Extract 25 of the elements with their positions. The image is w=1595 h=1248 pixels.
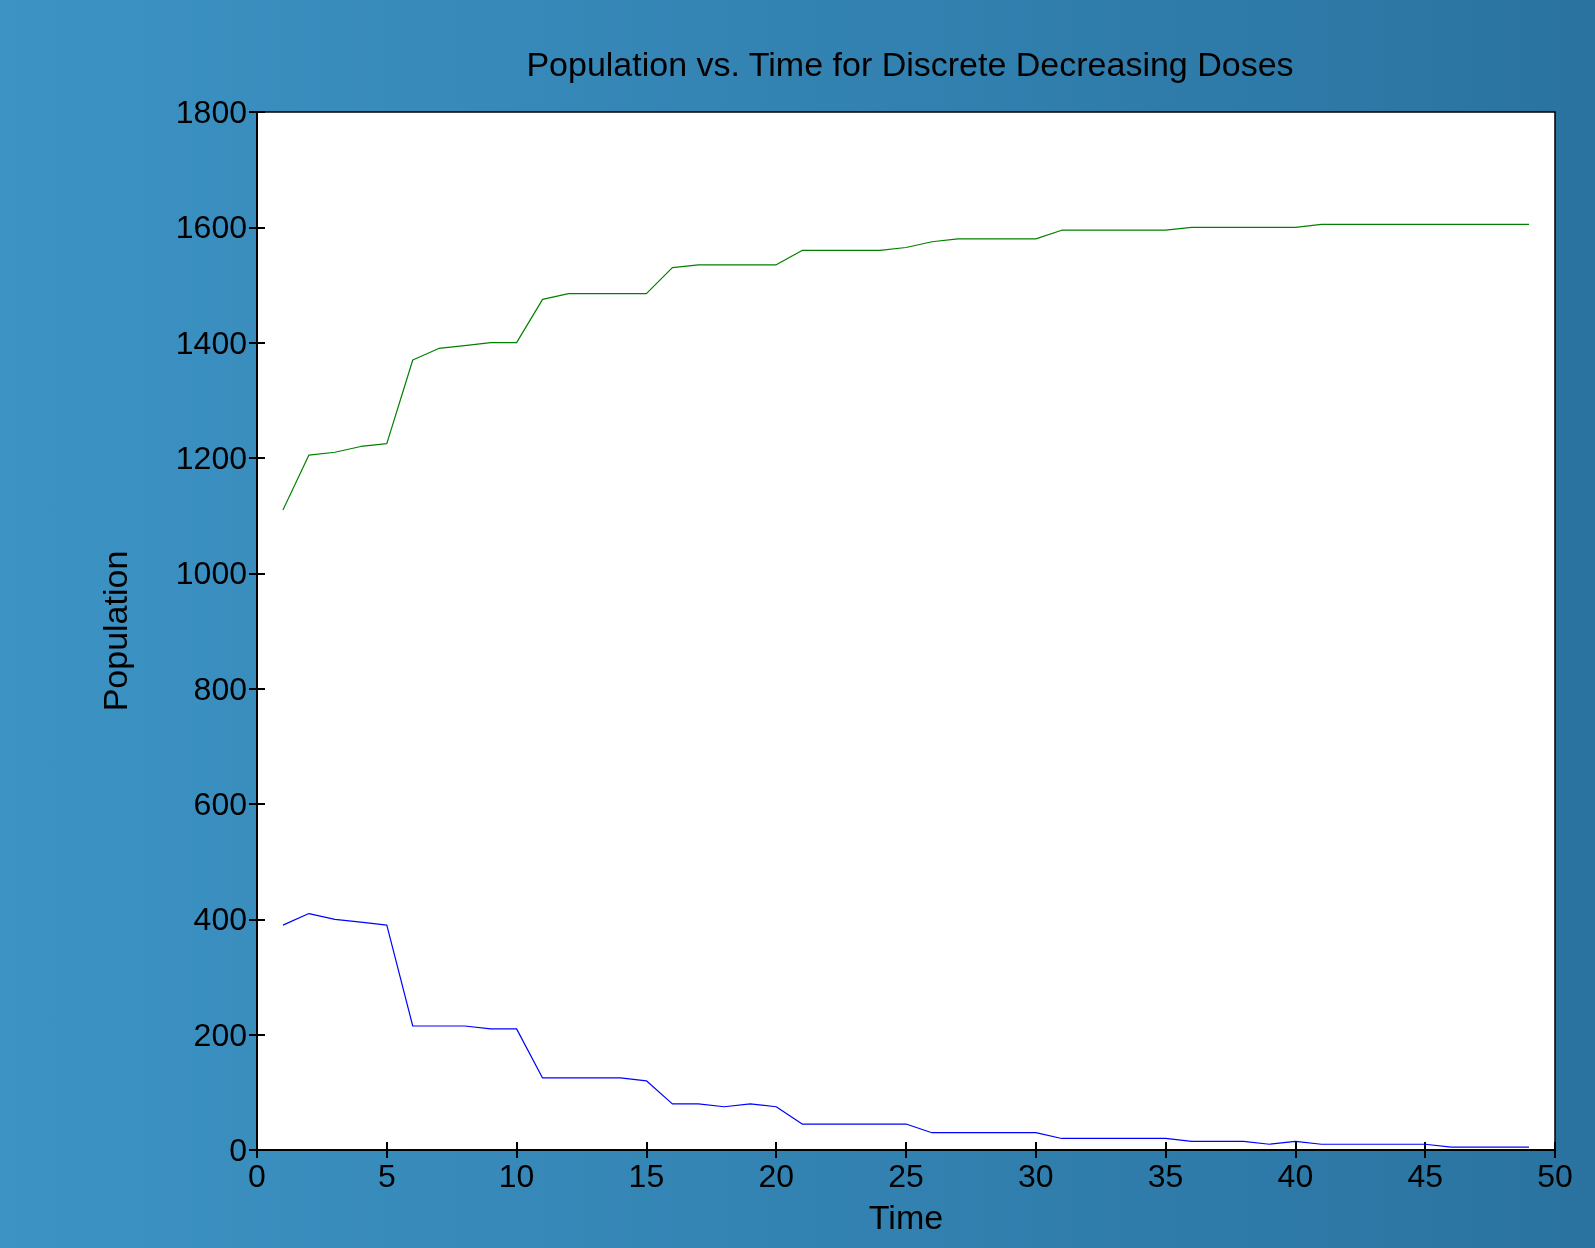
line-series — [282, 223, 1530, 511]
y-tick-label: 1600 — [175, 209, 247, 246]
y-tick-label: 0 — [229, 1132, 247, 1168]
y-tick-label: 200 — [193, 1016, 247, 1053]
x-tick-label: 10 — [498, 1158, 535, 1194]
y-tick-label: 1200 — [175, 440, 247, 476]
x-tick-label: 30 — [1018, 1158, 1054, 1194]
x-tick-label: 5 — [377, 1158, 396, 1194]
x-tick-label: 50 — [1537, 1158, 1573, 1194]
y-tick-label: 1400 — [175, 324, 247, 361]
x-tick-label: 15 — [628, 1158, 665, 1194]
y-tick-label: 1000 — [175, 555, 247, 592]
chart-title: Population vs. Time for Discrete Decreasing Doses — [526, 45, 1294, 83]
x-axis-title: Time — [868, 1198, 944, 1236]
y-tick-label: 600 — [193, 786, 247, 822]
x-tick-label: 45 — [1407, 1158, 1443, 1194]
x-tick-label: 40 — [1277, 1158, 1314, 1194]
y-tick-label: 400 — [193, 901, 247, 938]
x-tick-label: 25 — [888, 1158, 924, 1194]
y-axis-title: Population — [96, 550, 134, 712]
x-tick-label: 35 — [1147, 1158, 1184, 1194]
y-tick-label: 1800 — [175, 94, 247, 130]
line-series — [282, 912, 1530, 1148]
x-tick-label: 20 — [758, 1158, 794, 1194]
y-tick-label: 800 — [193, 670, 247, 707]
